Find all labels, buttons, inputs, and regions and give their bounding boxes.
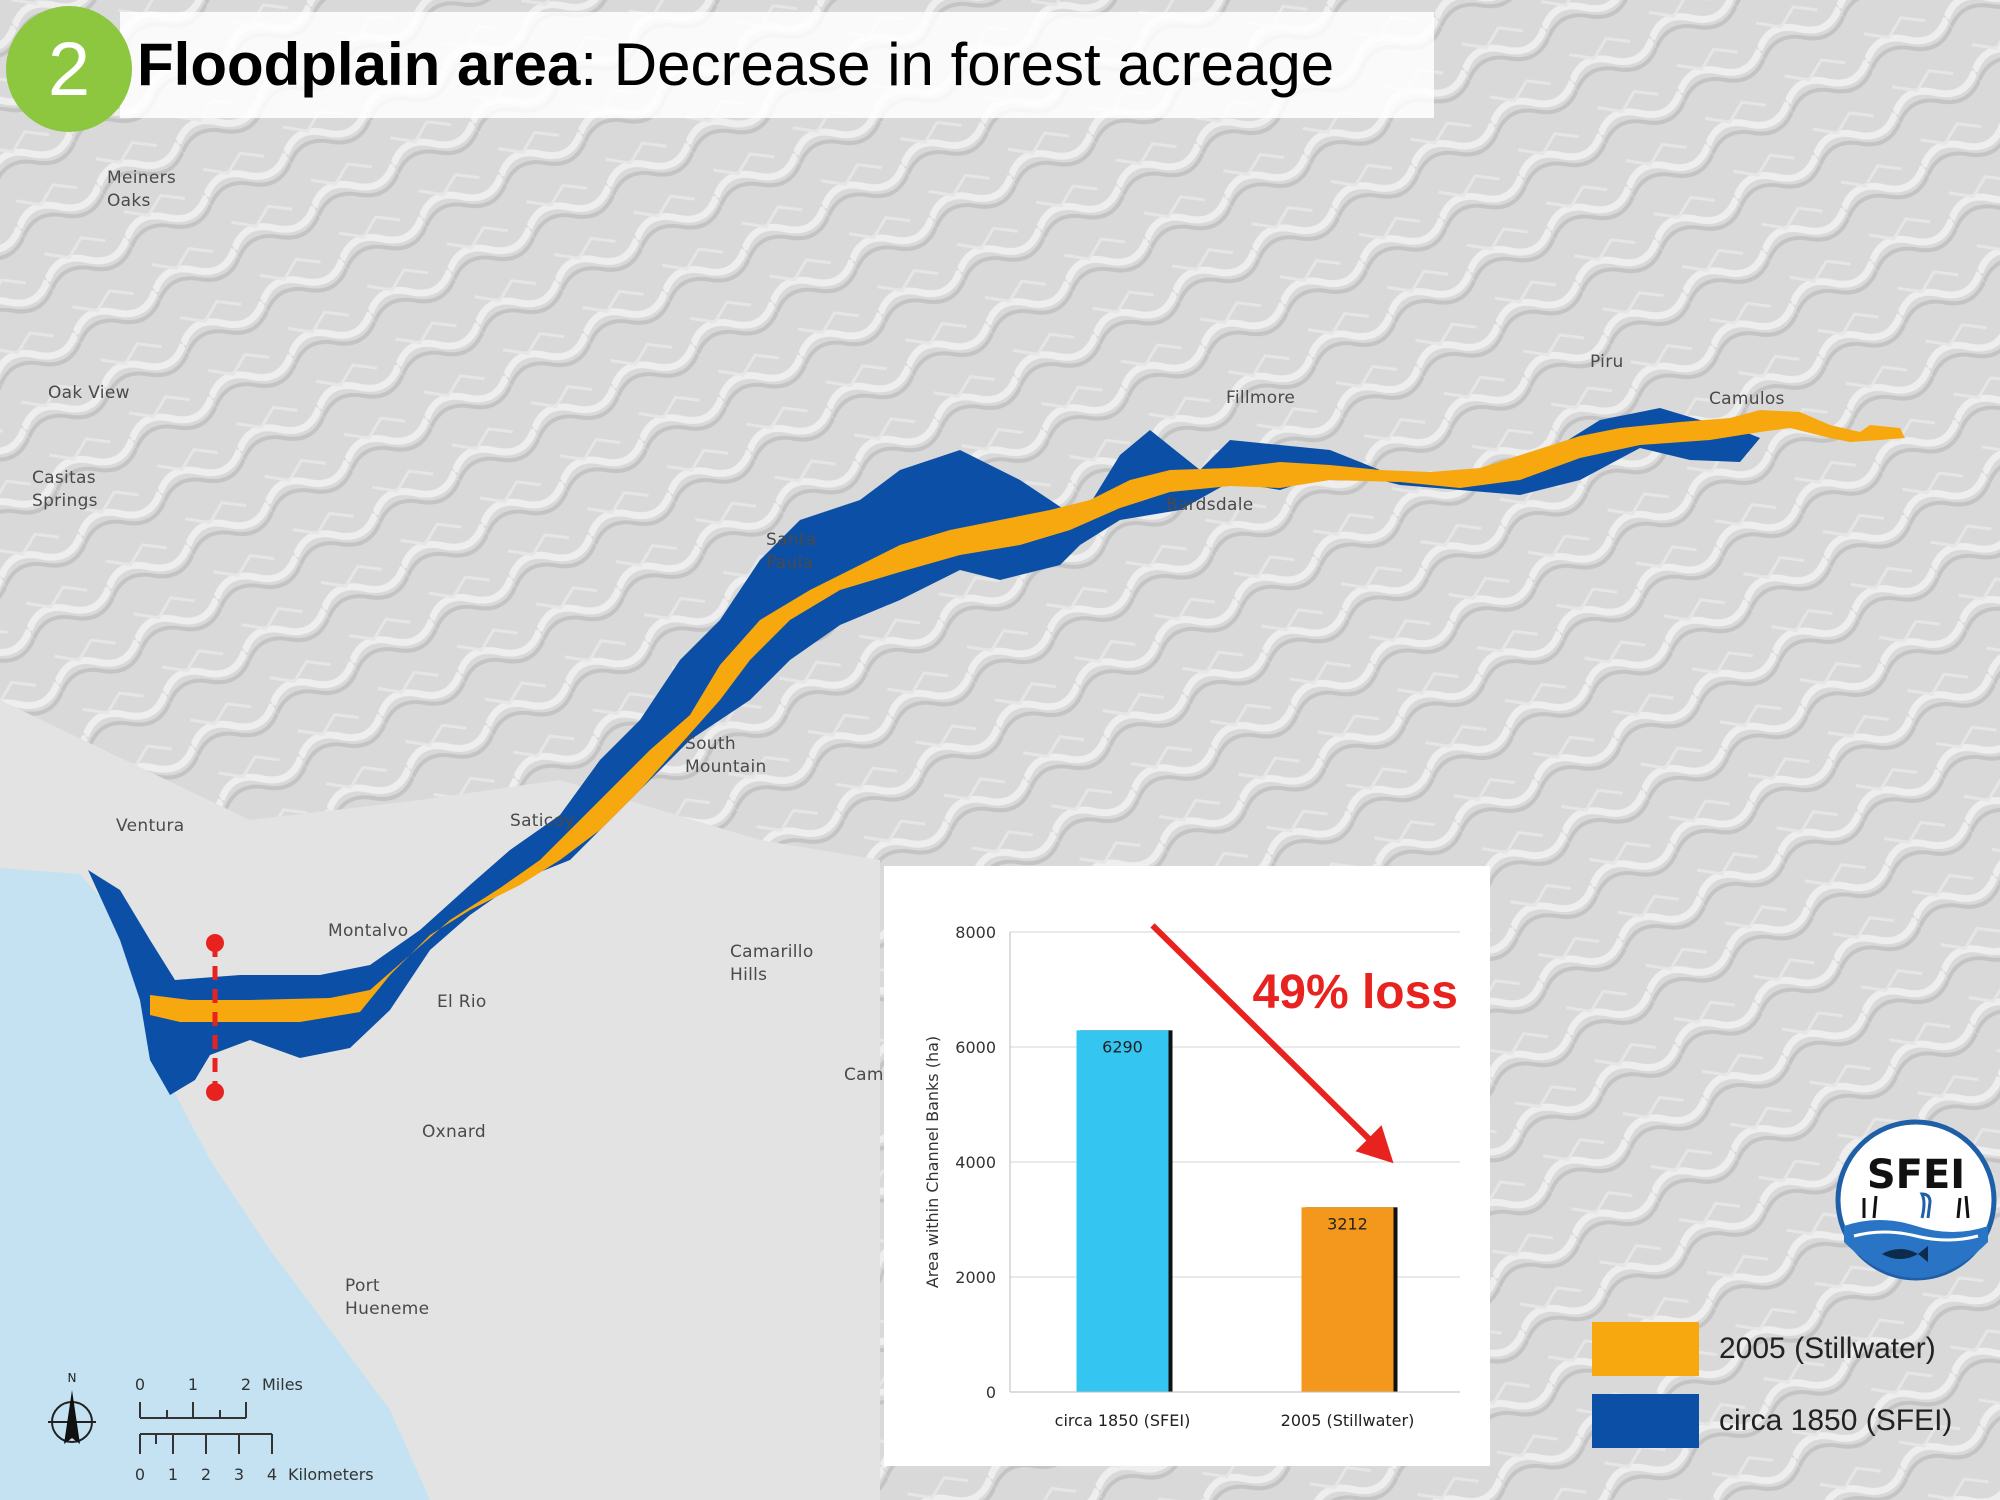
place-label-santa-paula: Santa Paula — [766, 530, 817, 573]
legend-label-2005: 2005 (Stillwater) — [1719, 1332, 1936, 1365]
scale-mile-tick: 2 — [241, 1375, 251, 1394]
title-bar — [120, 12, 1434, 118]
scale-mile-tick: 0 — [135, 1375, 145, 1394]
place-label-piru: Piru — [1590, 352, 1624, 372]
legend-item-2005: 2005 (Stillwater) — [1592, 1322, 1936, 1376]
sfei-logo: SFEI — [1835, 1119, 1997, 1281]
cross-section-end-marker — [206, 1083, 224, 1101]
place-label-oak-view: Oak View — [48, 383, 130, 403]
scale-km-tick: 1 — [168, 1465, 178, 1484]
place-label-camarillo-cut: Cam — [844, 1065, 884, 1085]
place-label-bardsdale: Bardsdale — [1166, 495, 1254, 515]
forest-2005-extent — [150, 410, 1905, 1022]
place-label-port-hueneme: Port Hueneme — [345, 1276, 430, 1319]
chart-x-tick-label: circa 1850 (SFEI) — [1055, 1411, 1191, 1430]
slide-title-emphasis: Floodplain area — [137, 31, 581, 98]
slide-title: Floodplain area: Decrease in forest acre… — [137, 28, 1334, 102]
step-badge: 2 — [6, 6, 132, 132]
place-label-meiners-oaks: Meiners Oaks — [107, 168, 177, 211]
forest-area-bar-chart: 0 2000 4000 6000 8000 Area within Channel Ban… — [923, 923, 1460, 1430]
scale-km-tick: 3 — [234, 1465, 244, 1484]
map-legend: 2005 (Stillwater) circa 1850 (SFEI) — [1592, 1322, 1992, 1452]
place-label-saticoy: Saticoy — [510, 811, 575, 831]
place-label-oxnard: Oxnard — [422, 1122, 486, 1142]
north-label: N — [68, 1371, 77, 1385]
chart-panel: 0 2000 4000 6000 8000 Area within Channel Ban… — [884, 866, 1490, 1466]
scale-km-tick: 2 — [201, 1465, 211, 1484]
place-label-el-rio: El Rio — [437, 992, 487, 1012]
chart-y-tick-label: 6000 — [955, 1038, 996, 1057]
scale-km-tick: 4 — [267, 1465, 277, 1484]
legend-item-1850: circa 1850 (SFEI) — [1592, 1394, 1952, 1448]
chart-y-tick-label: 8000 — [955, 923, 996, 942]
scale-bar: 0 1 2 Miles 0 1 2 3 4 Kilometers — [135, 1375, 374, 1484]
sfei-logo-text: SFEI — [1867, 1152, 1965, 1198]
scale-mile-tick: 1 — [188, 1375, 198, 1394]
cross-section-start-marker — [206, 934, 224, 952]
ocean — [0, 868, 430, 1500]
chart-y-tick-label: 0 — [986, 1383, 996, 1402]
slide-title-rest: : Decrease in forest acreage — [580, 31, 1335, 98]
chart-x-tick-label: 2005 (Stillwater) — [1281, 1411, 1415, 1430]
chart-bar — [1301, 1207, 1394, 1392]
chart-y-tick-label: 2000 — [955, 1268, 996, 1287]
chart-y-tick-label: 4000 — [955, 1153, 996, 1172]
chart-y-axis-label: Area within Channel Banks (ha) — [923, 1036, 942, 1288]
chart-decline-arrow-head — [1355, 1125, 1394, 1164]
scale-km-unit: Kilometers — [288, 1465, 374, 1484]
place-label-casitas-springs: Casitas Springs — [32, 468, 98, 511]
scale-km-tick: 0 — [135, 1465, 145, 1484]
place-label-fillmore: Fillmore — [1226, 388, 1296, 408]
scale-bar-miles: 0 1 2 Miles — [135, 1375, 303, 1419]
chart-bar — [1076, 1030, 1169, 1392]
chart-decline-arrow-shaft — [1150, 923, 1378, 1148]
place-label-montalvo: Montalvo — [328, 921, 409, 941]
chart-annotation-loss: 49% loss — [1253, 966, 1458, 1019]
north-arrow-icon: N — [48, 1371, 96, 1444]
chart-bar-value-label: 6290 — [1102, 1037, 1143, 1056]
legend-label-1850: circa 1850 (SFEI) — [1719, 1404, 1953, 1437]
chart-bar-value-label: 3212 — [1327, 1214, 1368, 1233]
legend-swatch-1850 — [1592, 1394, 1699, 1448]
place-label-south-mountain: South Mountain — [685, 734, 767, 777]
place-label-camarillo-hills: Camarillo Hills — [730, 942, 814, 985]
place-label-camulos: Camulos — [1709, 389, 1785, 409]
scale-bar-kilometers: 0 1 2 3 4 Kilometers — [135, 1433, 374, 1484]
legend-swatch-2005 — [1592, 1322, 1699, 1376]
place-label-ventura: Ventura — [116, 816, 185, 836]
scale-miles-unit: Miles — [262, 1375, 303, 1394]
